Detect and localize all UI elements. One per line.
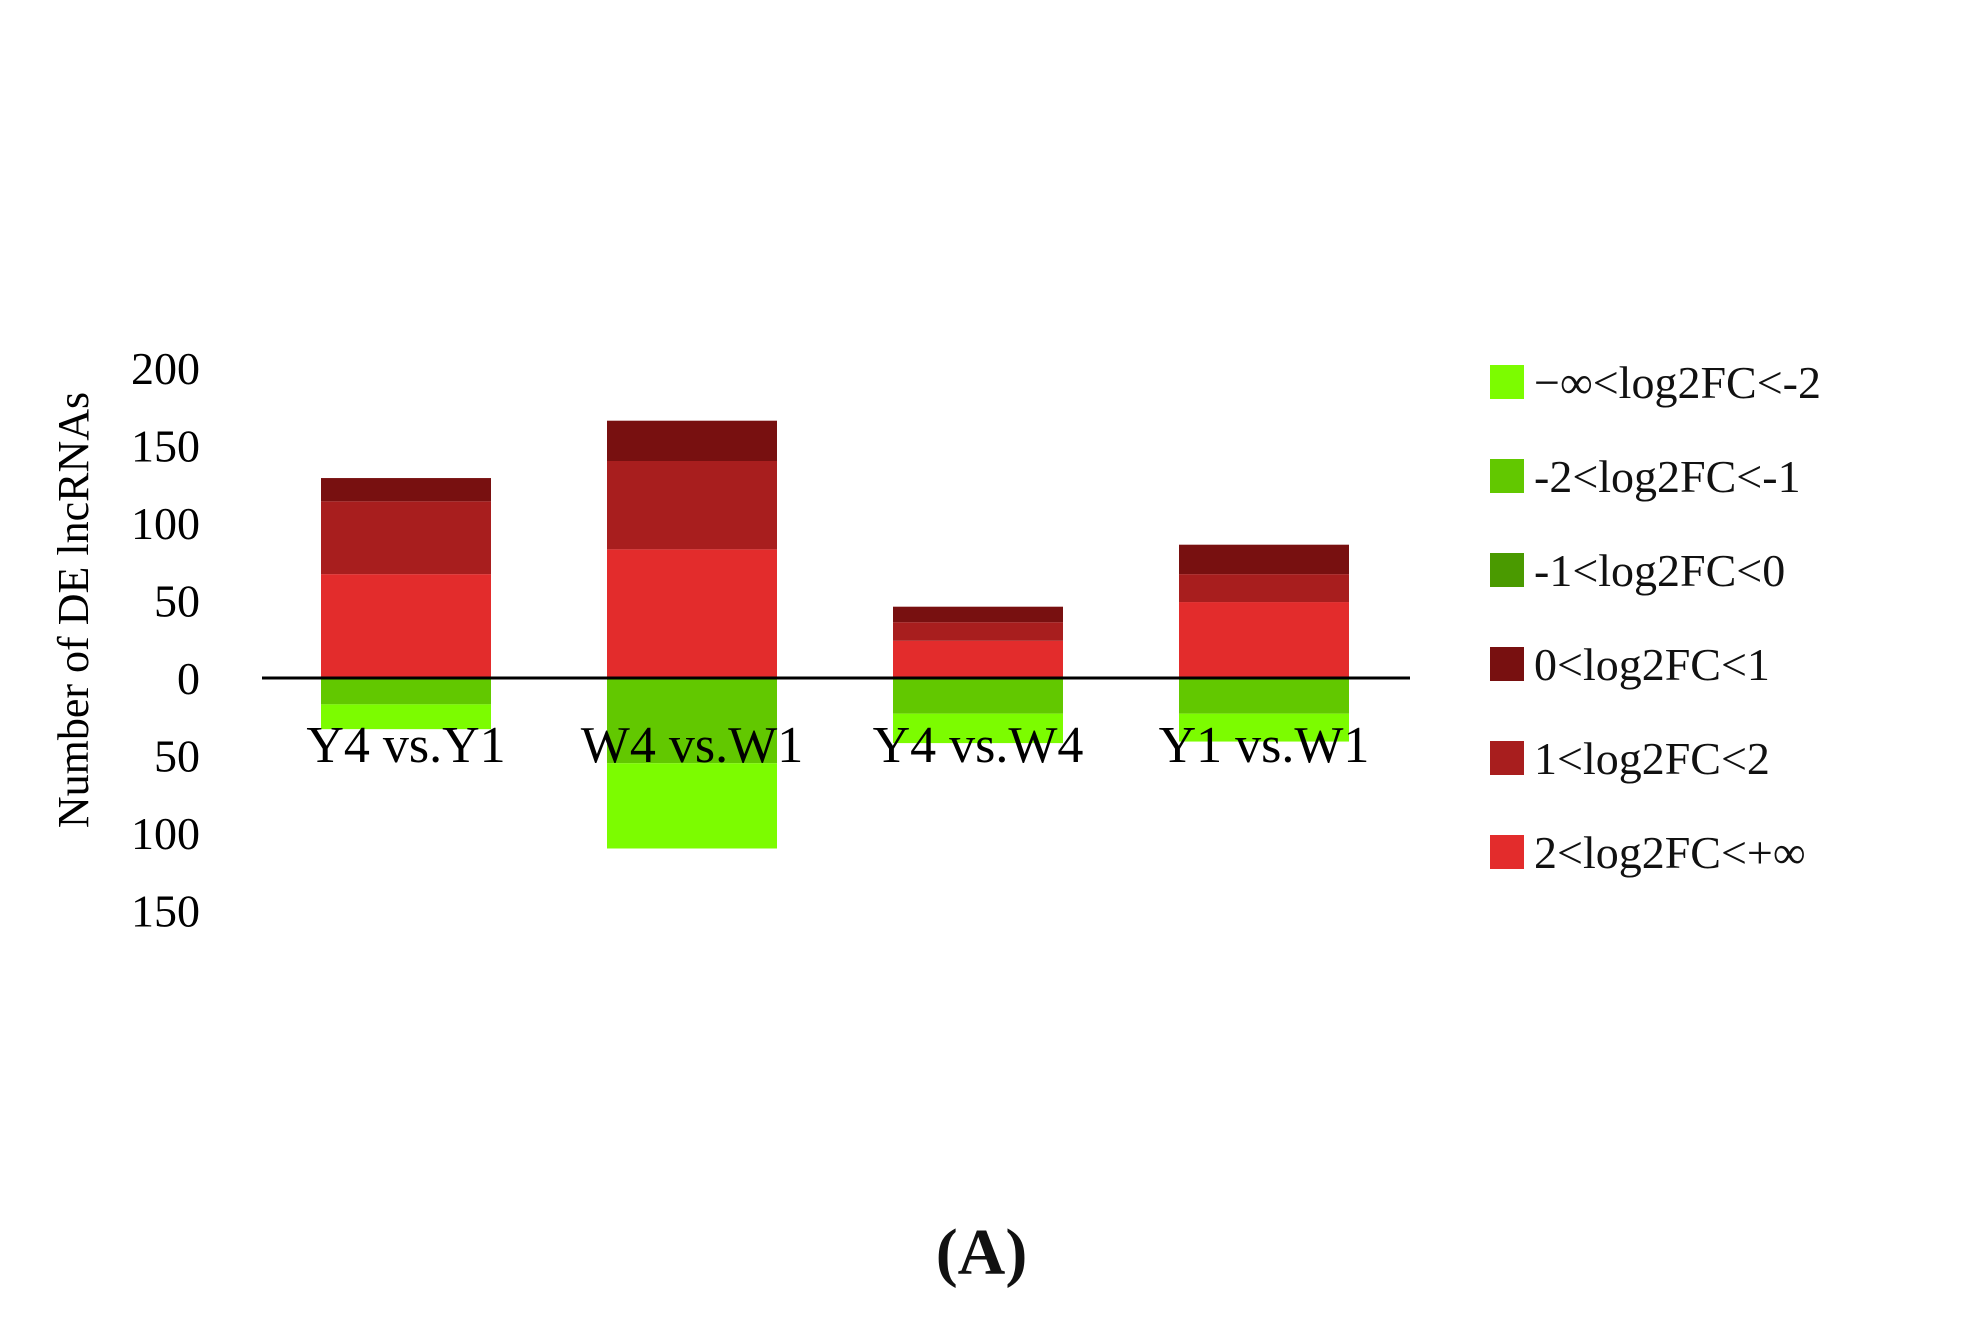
bar-segment [893,713,1063,744]
legend-item: -2<log2FC<-1 [1490,429,1950,523]
bar-segment [321,501,491,575]
bar-segment [607,678,777,764]
legend-swatch [1490,459,1524,493]
legend-label: 1<log2FC<2 [1534,732,1770,784]
bar-segment [321,704,491,730]
bar-segment [607,420,777,461]
bar-segment [1179,602,1349,678]
y-axis-label: Number of DE lncRNAs [49,392,98,828]
bar-segment [893,678,1063,714]
legend-label: −∞<log2FC<-2 [1534,356,1821,408]
category-label: Y4 vs.Y1 [306,717,505,774]
bar-segment [321,678,491,705]
y-tick-label: 200 [131,343,200,394]
y-axis-ticks: 200 150 100 50 0 50 100 150 [131,343,200,937]
bar-segment [1179,678,1349,714]
y-tick-label: 150 [131,421,200,472]
legend-label: -1<log2FC<0 [1534,544,1786,596]
bar-segment [607,461,777,550]
bar-segment [321,574,491,678]
legend-swatch [1490,553,1524,587]
legend-label: -2<log2FC<-1 [1534,450,1801,502]
legend-label: 2<log2FC<+∞ [1534,826,1806,878]
bar-segment [893,606,1063,623]
legend-item: 2<log2FC<+∞ [1490,805,1950,899]
legend-item: 1<log2FC<2 [1490,711,1950,805]
bar-segment [607,549,777,678]
bar-segment [321,478,491,502]
bar-segment [607,763,777,849]
category-label: W4 vs.W1 [581,717,803,774]
y-tick-label: 100 [131,808,200,859]
y-tick-label: 0 [177,653,200,704]
category-labels: Y4 vs.Y1 W4 vs.W1 Y4 vs.W4 Y1 vs.W1 [306,717,1369,774]
bar-segment [893,640,1063,678]
y-tick-label: 150 [131,886,200,937]
bar-segment [1179,574,1349,603]
legend: −∞<log2FC<-2 -2<log2FC<-1 -1<log2FC<0 0<log… [1490,335,1950,899]
legend-swatch [1490,835,1524,869]
bar-segment [1179,713,1349,742]
bar-series-group [321,420,1349,849]
y-tick-label: 50 [154,576,200,627]
legend-swatch [1490,647,1524,681]
y-tick-label: 100 [131,498,200,549]
y-tick-label: 50 [154,731,200,782]
category-label: Y4 vs.W4 [873,717,1084,774]
bar-segment [1179,544,1349,575]
legend-item: -1<log2FC<0 [1490,523,1950,617]
category-label: Y1 vs.W1 [1159,717,1370,774]
legend-item: −∞<log2FC<-2 [1490,335,1950,429]
legend-swatch [1490,365,1524,399]
bar-segment [893,622,1063,641]
legend-item: 0<log2FC<1 [1490,617,1950,711]
legend-swatch [1490,741,1524,775]
legend-label: 0<log2FC<1 [1534,638,1770,690]
panel-label: (A) [935,1216,1028,1289]
